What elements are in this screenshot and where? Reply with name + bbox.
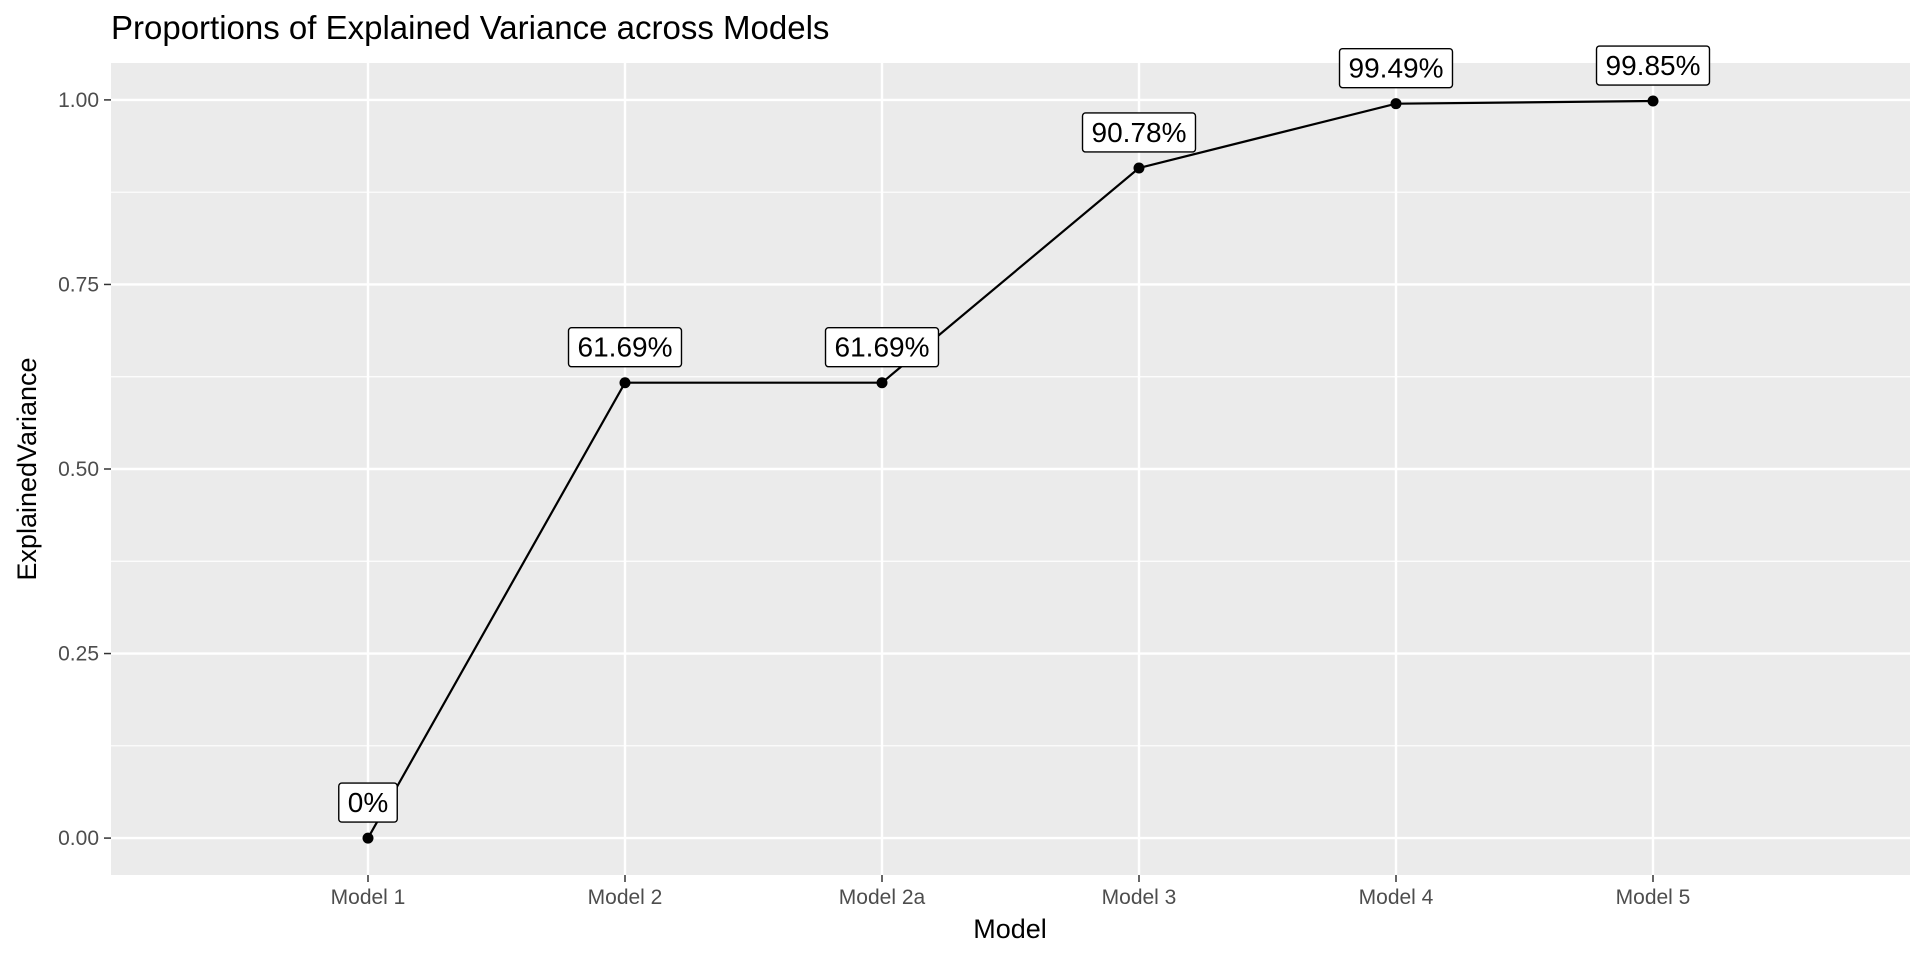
y-tick-label: 1.00: [58, 89, 99, 112]
data-label: 99.85%: [1595, 45, 1711, 86]
y-tick-label: 0.75: [58, 273, 99, 296]
data-label: 0%: [338, 782, 398, 823]
data-point: [1133, 162, 1145, 174]
series-explained-variance: [362, 95, 1659, 844]
minor-gridlines: [111, 191, 1910, 747]
x-tick-label: Model 4: [1359, 886, 1434, 909]
data-labels: 0% 61.69% 61.69% 90.78% 99.49% 99.85%: [338, 45, 1711, 823]
series-line: [367, 99, 1654, 839]
y-tick-label: 0.50: [58, 458, 99, 481]
x-axis-title: Model: [973, 914, 1047, 944]
data-point: [876, 377, 888, 389]
data-label-text: 0%: [348, 787, 388, 818]
x-tick-label: Model 5: [1616, 886, 1691, 909]
data-point: [1647, 95, 1659, 107]
y-tick-label: 0.00: [58, 827, 99, 850]
x-axis: Model 1 Model 2 Model 2a Model 3 Model 4 Mode…: [331, 875, 1691, 909]
major-gridlines: [111, 63, 1910, 875]
y-axis-title: ExplainedVariance: [12, 357, 42, 580]
y-tick-label: 0.25: [58, 643, 99, 666]
chart-title: Proportions of Explained Variance across…: [111, 9, 829, 46]
data-label-text: 90.78%: [1092, 117, 1187, 148]
x-tick-label: Model 2: [588, 886, 663, 909]
data-point: [619, 377, 631, 389]
data-label: 61.69%: [567, 327, 683, 368]
x-tick-label: Model 3: [1102, 886, 1177, 909]
data-point: [1390, 98, 1402, 110]
data-label-text: 99.85%: [1606, 50, 1701, 81]
data-label: 99.49%: [1338, 47, 1454, 89]
data-label-text: 61.69%: [578, 332, 673, 363]
data-label-text: 61.69%: [835, 332, 930, 363]
data-label-text: 99.49%: [1349, 53, 1444, 84]
data-label: 61.69%: [824, 327, 940, 368]
data-label: 90.78%: [1081, 112, 1197, 153]
y-axis: 0.00 0.25 0.50 0.75 1.00: [58, 89, 111, 850]
x-tick-label: Model 1: [331, 886, 406, 909]
x-tick-label: Model 2a: [839, 886, 926, 909]
data-point: [362, 832, 374, 844]
